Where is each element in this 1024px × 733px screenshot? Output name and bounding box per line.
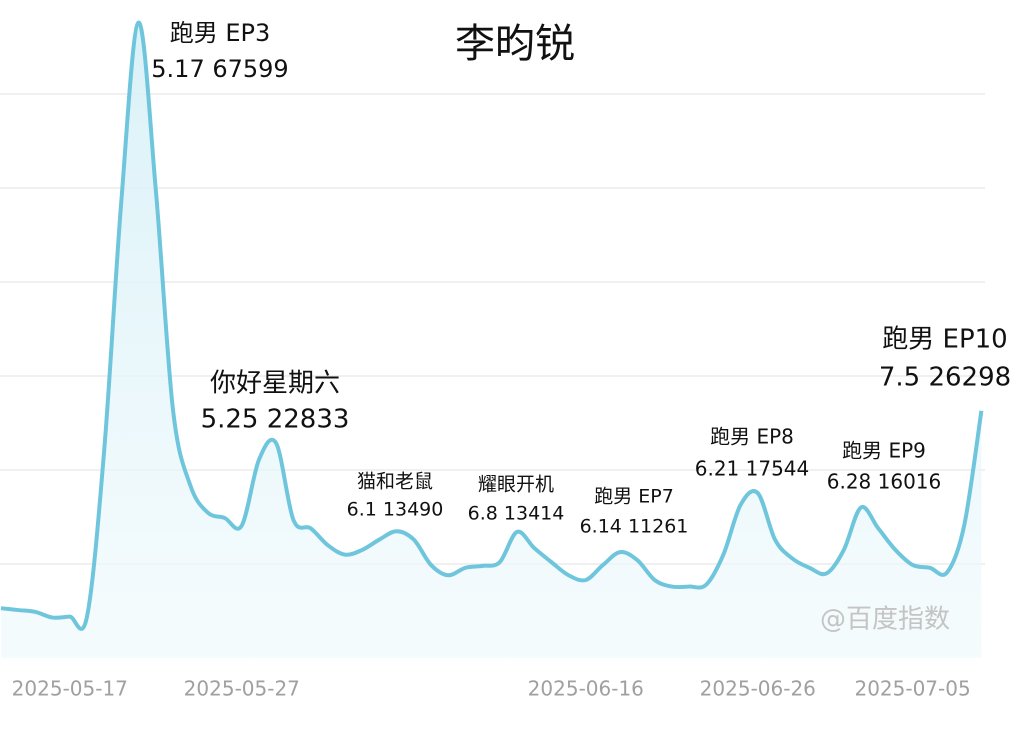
x-tick-label: 2025-06-16 <box>528 677 644 701</box>
line <box>0 20 984 631</box>
x-tick-label: 2025-07-05 <box>854 677 970 701</box>
x-tick-label: 2025-06-26 <box>700 677 816 701</box>
annotation-value: 5.25 22833 <box>201 405 350 435</box>
annotation-title: 跑男 EP10 <box>882 325 1007 355</box>
annotation-title: 跑男 EP9 <box>842 439 926 463</box>
annotation-value: 5.17 67599 <box>151 55 288 83</box>
annotation-value: 6.8 13414 <box>468 503 565 525</box>
annotation-value: 7.5 26298 <box>879 363 1011 393</box>
annotation-title: 你好星期六 <box>210 369 340 399</box>
chart-title: 李昀锐 <box>455 21 575 67</box>
x-tick-label: 2025-05-17 <box>12 677 128 701</box>
annotation-title: 耀眼开机 <box>478 474 554 496</box>
annotation-value: 6.28 16016 <box>827 470 942 494</box>
annotation-title: 跑男 EP8 <box>710 425 794 449</box>
line-area <box>1 22 982 659</box>
annotation-value: 6.14 11261 <box>580 516 689 538</box>
watermark: @百度指数 <box>820 605 950 635</box>
annotation-title: 跑男 EP3 <box>170 19 271 47</box>
annotation-title: 猫和老鼠 <box>357 471 433 493</box>
x-tick-label: 2025-05-27 <box>184 677 300 701</box>
annotation-value: 6.21 17544 <box>695 457 810 481</box>
annotation-title: 跑男 EP7 <box>594 486 674 508</box>
annotation-value: 6.1 13490 <box>347 499 444 521</box>
